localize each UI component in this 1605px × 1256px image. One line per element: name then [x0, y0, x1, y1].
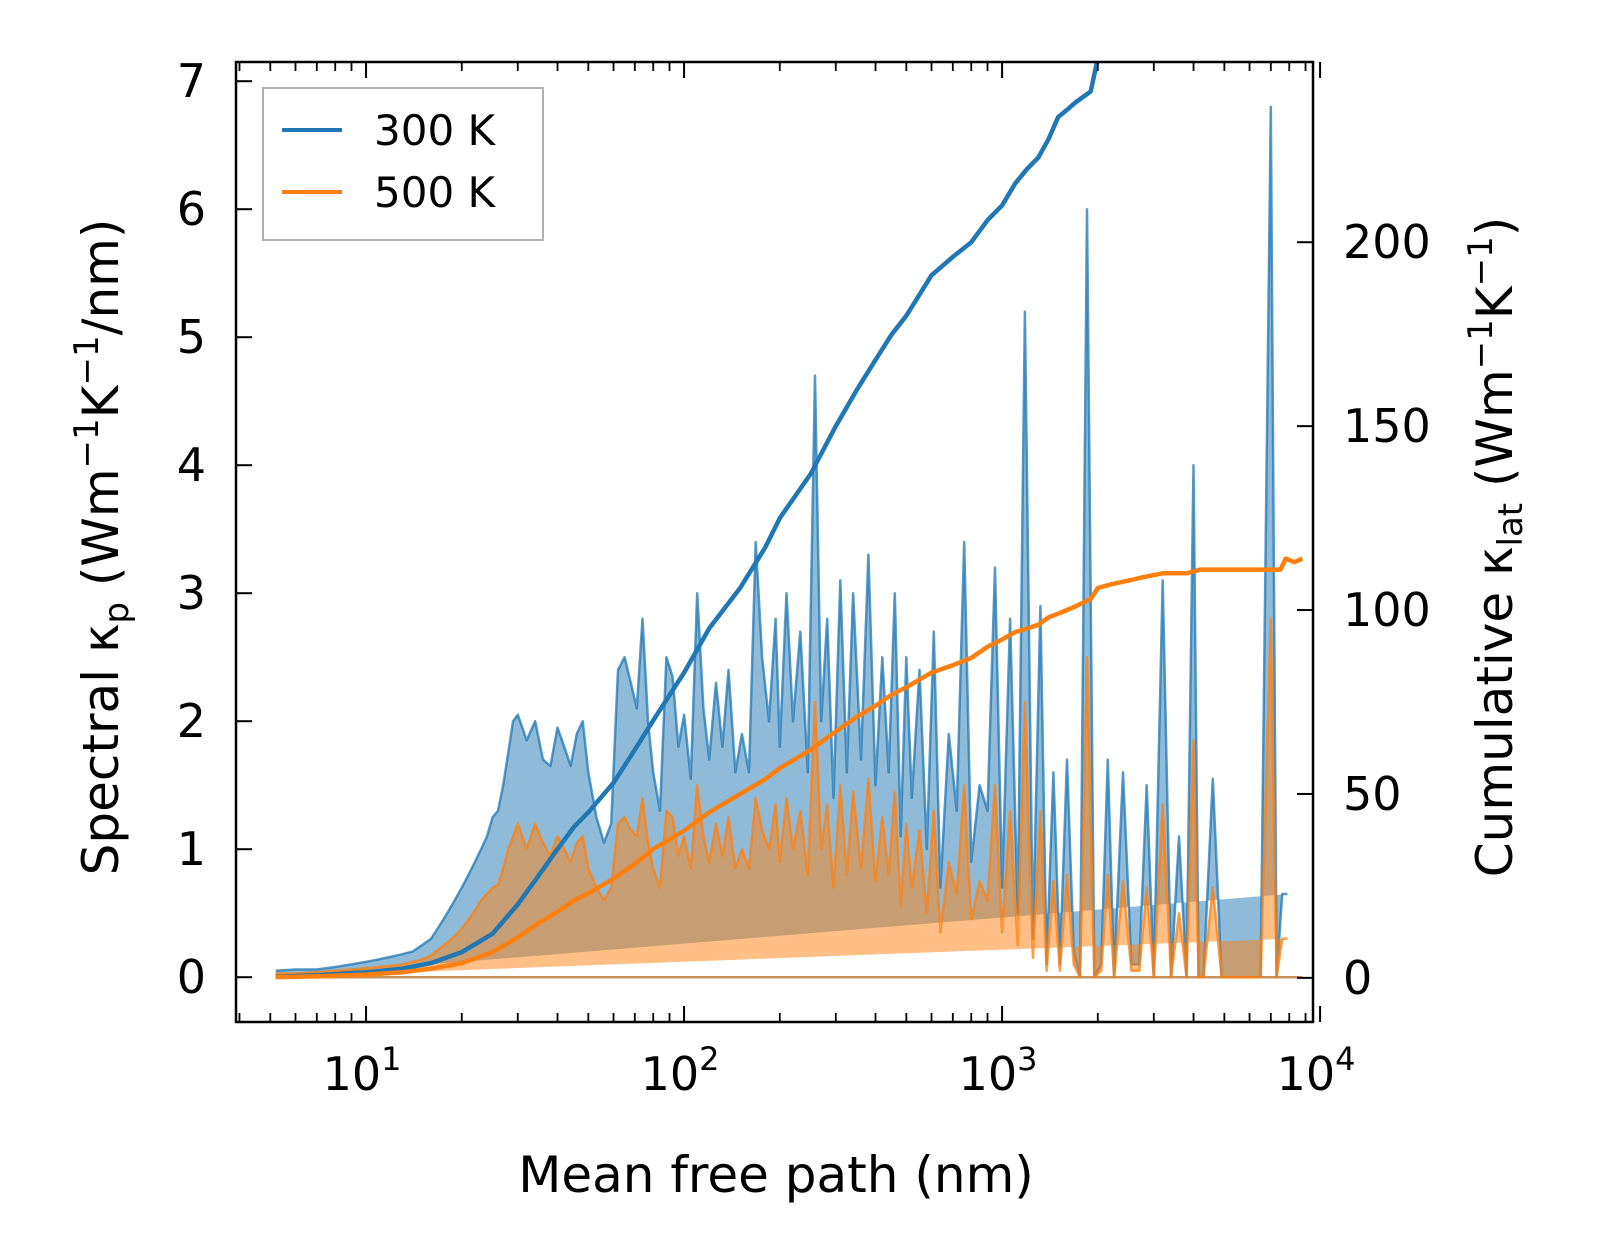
- left-axis-title-open: (Wm: [72, 468, 130, 602]
- x-tick-label-exp: 1: [381, 1040, 401, 1078]
- right-axis-title-sup2: −1: [1461, 236, 1501, 286]
- x-tick-label-base: 10: [959, 1047, 1018, 1101]
- right-axis-title: Cumulative κlat (Wm−1K−1): [1461, 217, 1531, 877]
- left-axis-title-mid: K: [72, 384, 130, 418]
- left-tick-label: 0: [177, 950, 206, 1004]
- left-tick-label: 1: [177, 822, 206, 876]
- left-tick-label: 3: [177, 566, 206, 620]
- legend-box: [262, 87, 544, 241]
- right-axis-title-close: ): [1466, 217, 1524, 237]
- x-tick-label: 104: [1277, 1040, 1356, 1101]
- right-axis-title-prefix: Cumulative: [1466, 576, 1524, 877]
- spectral-line-300k: [275, 105, 1288, 979]
- spectral-area-300k: [275, 106, 1288, 978]
- left-tick-label: 2: [177, 694, 206, 748]
- right-axis-title-sup1: −1: [1461, 319, 1501, 369]
- left-axis-title-close: /nm): [72, 219, 130, 336]
- right-tick-label: 0: [1343, 951, 1372, 1005]
- left-axis-title-sub: p: [97, 602, 137, 624]
- x-tick-label: 102: [641, 1040, 720, 1101]
- legend-label-300k: 300 K: [374, 106, 497, 155]
- cumulative-line-500k: [275, 556, 1304, 980]
- right-axis-title-kappa: κ: [1466, 546, 1524, 575]
- left-tick-label: 7: [177, 54, 206, 108]
- spectral-line-500k: [275, 617, 1288, 979]
- x-tick-label-exp: 2: [699, 1040, 719, 1078]
- left-tick-label: 6: [177, 182, 206, 236]
- plot-frame: [234, 60, 1315, 1024]
- x-tick-label-base: 10: [1277, 1047, 1336, 1101]
- legend-label-500k: 500 K: [374, 168, 497, 217]
- x-tick-label-base: 10: [323, 1047, 382, 1101]
- right-tick-label: 100: [1343, 583, 1431, 637]
- x-tick-label: 101: [323, 1040, 402, 1101]
- right-tick-label: 200: [1343, 215, 1431, 269]
- series-group: [275, 62, 1304, 980]
- x-tick-label: 103: [959, 1040, 1038, 1101]
- right-axis-title-open: (Wm: [1466, 369, 1524, 503]
- left-axis-title-sup1: −1: [67, 418, 107, 468]
- x-tick-label-exp: 3: [1017, 1040, 1037, 1078]
- right-axis-title-sub: lat: [1491, 503, 1531, 547]
- legend: 300 K 500 K: [262, 87, 544, 241]
- right-tick-label: 50: [1343, 767, 1402, 821]
- right-tick-label: 150: [1343, 399, 1431, 453]
- cumulative-line-300k: [275, 62, 1100, 980]
- right-axis-title-mid: K: [1466, 285, 1524, 319]
- left-axis-title-sup2: −1: [67, 335, 107, 385]
- left-axis-title: Spectral κp (Wm−1K−1/nm): [67, 219, 137, 876]
- left-tick-label: 5: [177, 310, 206, 364]
- x-axis-title: Mean free path (nm): [518, 1146, 1034, 1204]
- x-tick-label-exp: 4: [1335, 1040, 1355, 1078]
- left-axis-title-kappa: κ: [72, 624, 130, 653]
- plot-area: [275, 62, 1304, 980]
- left-tick-label: 4: [177, 438, 206, 492]
- left-axis-title-prefix: Spectral: [72, 653, 130, 875]
- x-tick-label-base: 10: [641, 1047, 700, 1101]
